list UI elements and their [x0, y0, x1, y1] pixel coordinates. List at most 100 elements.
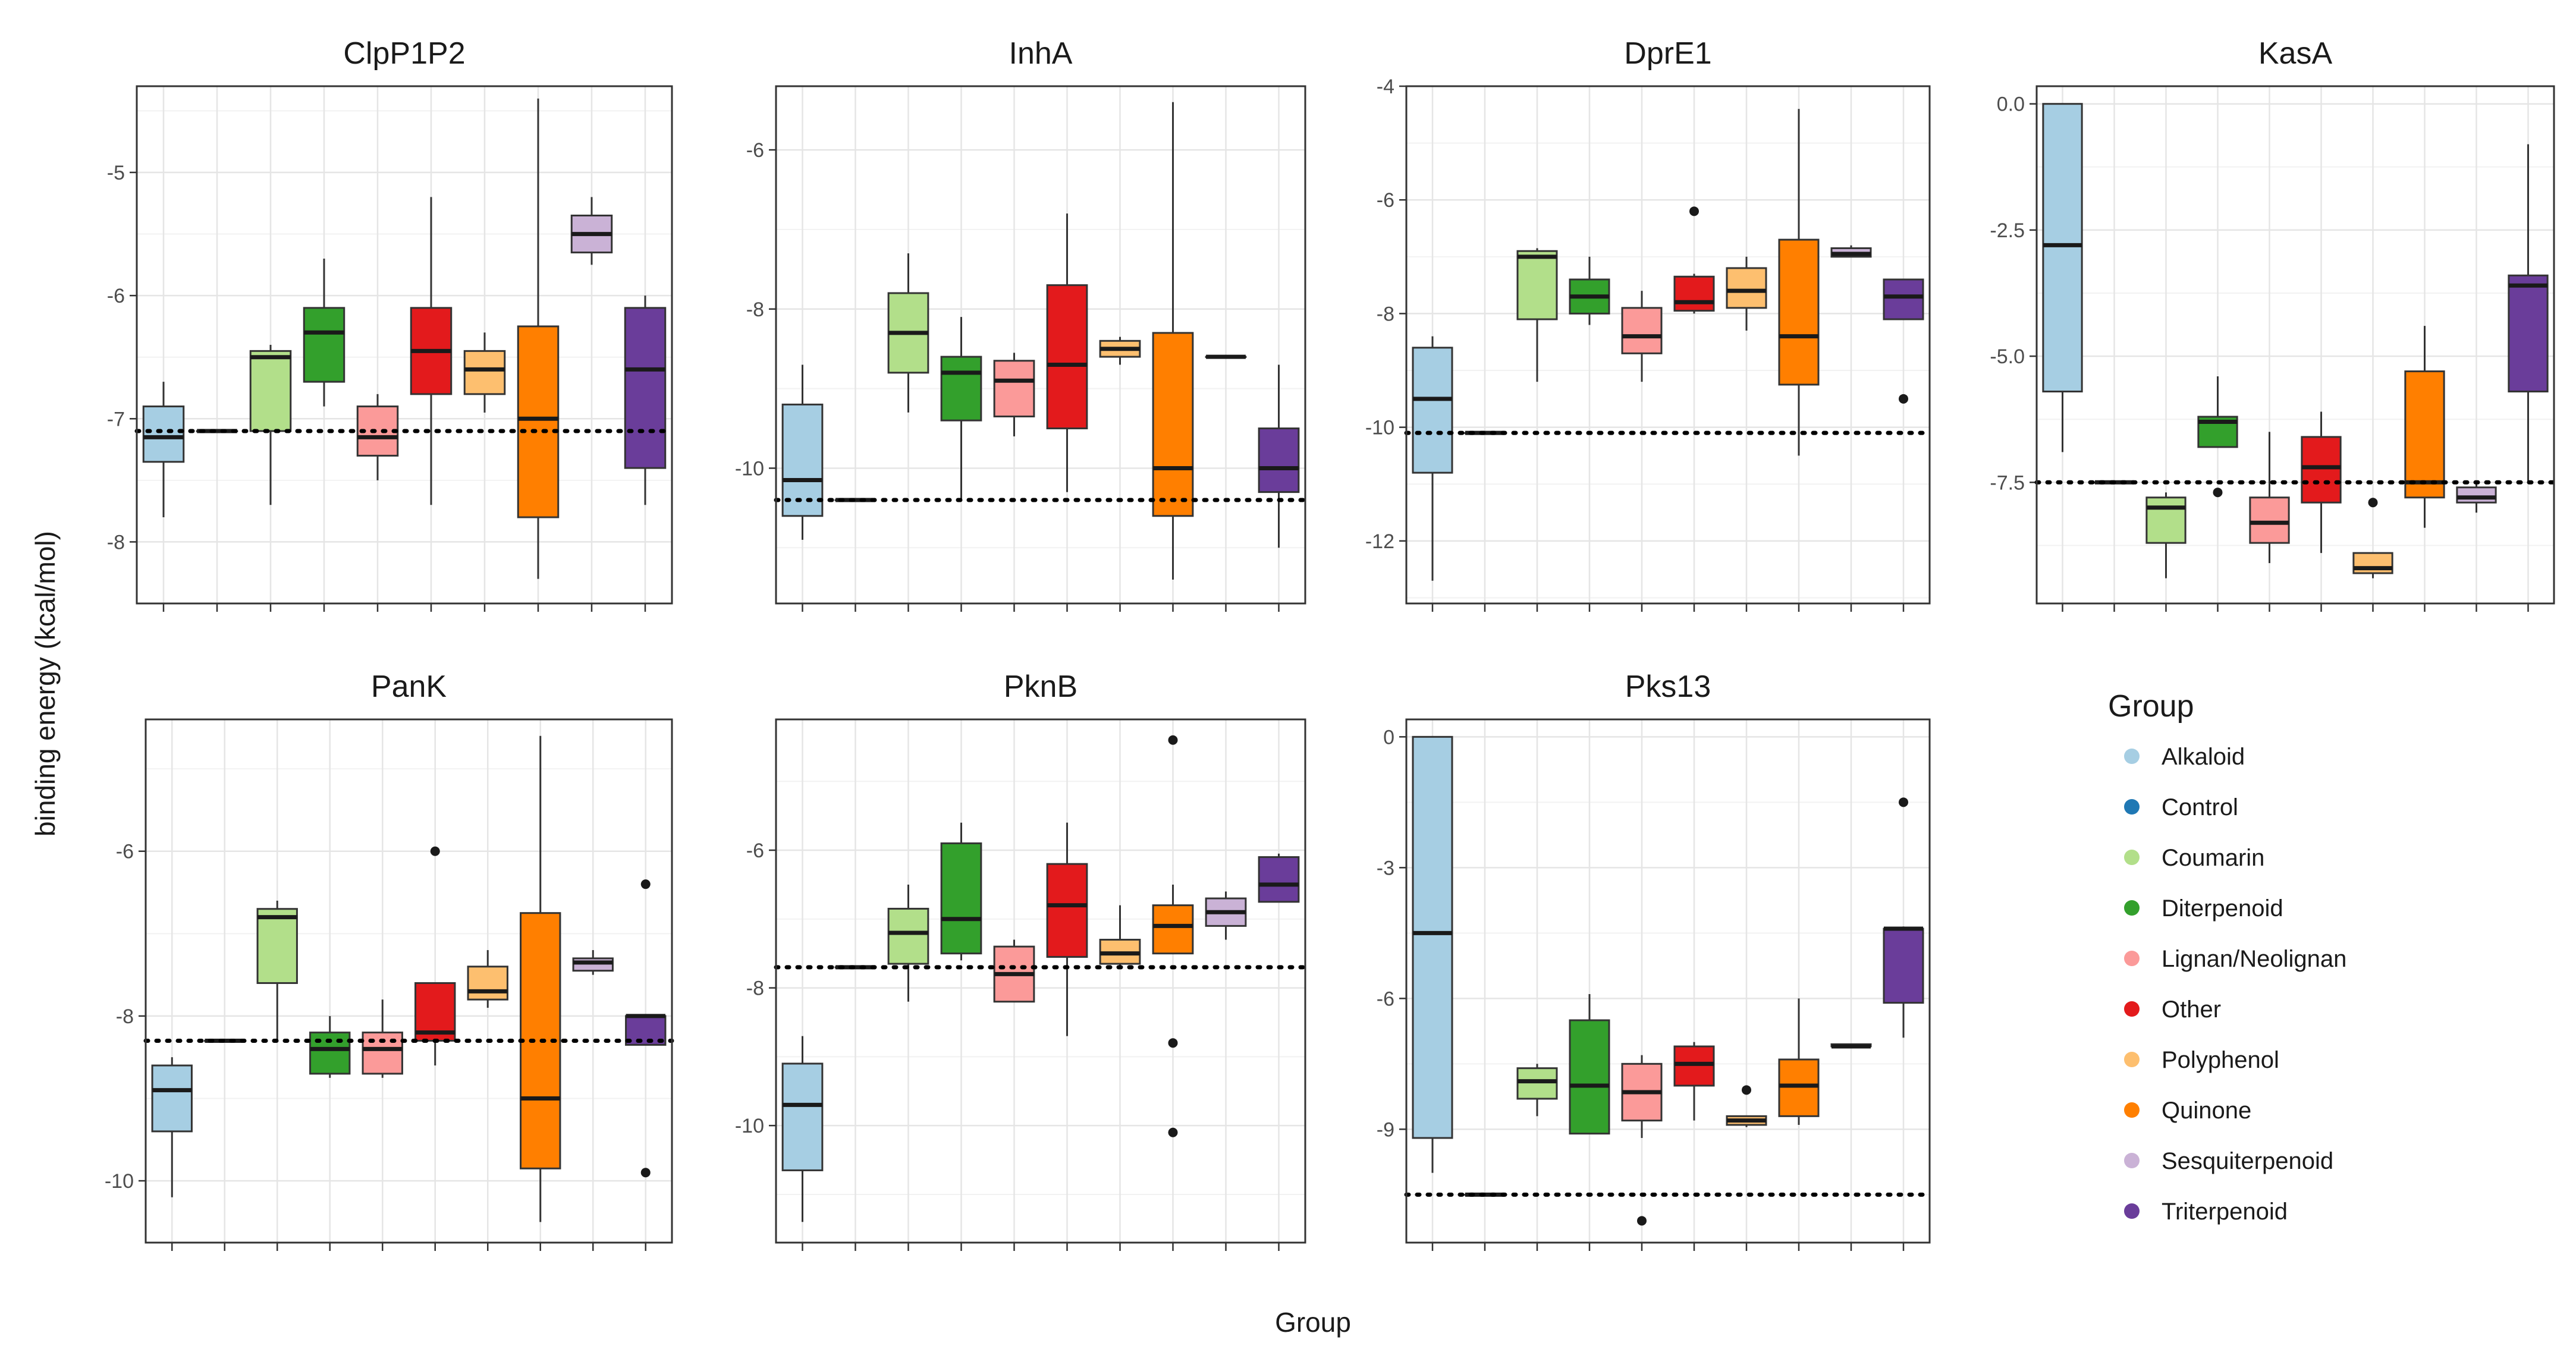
box-quinone: [517, 98, 560, 579]
outlier-point: [2213, 488, 2223, 498]
panel-title: Pks13: [1625, 669, 1711, 704]
box-coumarin: [249, 345, 292, 505]
box-body: [1883, 278, 1924, 320]
box-triterpenoid: [1883, 797, 1924, 1038]
panel-background: [776, 86, 1305, 603]
panel-pks13: 0 -3 -6 -9 Pks13: [1377, 669, 1932, 1251]
box-polyphenol: [2352, 498, 2393, 578]
box-body: [1778, 238, 1820, 386]
y-tick-label: -6: [746, 840, 764, 862]
box-body: [1621, 307, 1663, 354]
box-sesquiterpenoid: [1830, 1043, 1872, 1049]
box-diterpenoid: [303, 259, 345, 407]
box-diterpenoid: [1569, 256, 1610, 325]
legend-item-sesquiterpenoid: Sesquiterpenoid: [2124, 1148, 2333, 1174]
box-body: [1726, 267, 1767, 309]
box-body: [303, 307, 345, 383]
y-tick-label: -6: [1377, 189, 1394, 212]
box-alkaloid: [781, 1036, 824, 1222]
box-body: [781, 403, 824, 517]
outlier-point: [640, 1168, 651, 1178]
legend-swatch: [2124, 799, 2140, 815]
box-sesquiterpenoid: [2456, 482, 2497, 513]
box-body: [1673, 1045, 1715, 1087]
box-coumarin: [1516, 1064, 1558, 1117]
box-sesquiterpenoid: [1205, 891, 1247, 940]
box-body: [517, 325, 560, 518]
legend-swatch: [2124, 1102, 2140, 1118]
y-tick-label: -8: [1377, 303, 1394, 325]
box-alkaloid: [781, 364, 824, 540]
y-tick-label: -9: [1377, 1118, 1394, 1141]
box-body: [1883, 927, 1924, 1004]
y-tick-label: -7: [107, 408, 125, 430]
legend-swatch: [2124, 1203, 2140, 1219]
box-polyphenol: [467, 950, 508, 1008]
outlier-point: [1689, 206, 1699, 216]
y-tick-label: -2.5: [1990, 219, 2025, 242]
panel-title: PknB: [1004, 669, 1077, 704]
box-body: [2145, 496, 2187, 544]
panel-background: [776, 719, 1305, 1243]
box-body: [2456, 486, 2497, 504]
outlier-point: [1168, 1127, 1178, 1137]
box-alkaloid: [2042, 103, 2083, 452]
box-triterpenoid: [1883, 278, 1924, 404]
box-body: [467, 966, 508, 1001]
box-diterpenoid: [940, 317, 982, 500]
box-other: [1046, 213, 1088, 492]
panel-border: [775, 85, 1306, 605]
y-tick-label: -6: [1377, 988, 1394, 1010]
box-diterpenoid: [940, 822, 982, 961]
y-tick-label: -6: [116, 841, 134, 863]
box-body: [1778, 1058, 1820, 1117]
box-coumarin: [1516, 248, 1558, 382]
box-sesquiterpenoid: [572, 950, 614, 975]
outlier-point: [1168, 735, 1178, 745]
y-tick-label: -12: [1365, 530, 1394, 553]
box-body: [1516, 250, 1558, 320]
panel-title: PanK: [371, 669, 447, 704]
box-sesquiterpenoid: [570, 197, 613, 265]
y-tick-label: -7.5: [1990, 471, 2025, 494]
box-body: [151, 1064, 193, 1133]
box-coumarin: [887, 253, 929, 413]
legend-swatch: [2124, 951, 2140, 966]
box-body: [1412, 735, 1453, 1139]
outlier-point: [1168, 1038, 1178, 1048]
panel-background: [1406, 719, 1930, 1243]
box-body: [142, 405, 185, 463]
legend-swatch: [2124, 900, 2140, 916]
box-body: [1673, 275, 1715, 312]
panel-background: [1406, 86, 1930, 603]
y-tick-label: -6: [746, 139, 764, 162]
box-other: [1673, 206, 1715, 314]
box-body: [256, 908, 298, 984]
y-tick-label: -5.0: [1990, 345, 2025, 368]
box-coumarin: [2145, 492, 2187, 578]
legend-label: Polyphenol: [2162, 1047, 2279, 1073]
box-diterpenoid: [2197, 376, 2238, 498]
box-sesquiterpenoid: [1830, 245, 1872, 258]
box-body: [1569, 1019, 1610, 1135]
x-axis-label: Group: [1275, 1307, 1351, 1338]
panel-pknb: -6 -8 -10 PknB: [735, 669, 1308, 1251]
box-triterpenoid: [624, 295, 667, 505]
legend-label: Other: [2162, 996, 2221, 1023]
panel-pank: -6 -8 -10 PanK: [105, 669, 674, 1251]
legend: Group Alkaloid Control Coumarin Diterpenoid…: [2108, 689, 2346, 1225]
legend-label: Quinone: [2162, 1098, 2251, 1124]
box-diterpenoid: [1569, 994, 1610, 1135]
panel-border: [1405, 85, 1931, 605]
legend-item-alkaloid: Alkaloid: [2124, 744, 2245, 770]
box-body: [781, 1062, 824, 1171]
legend-label: Diterpenoid: [2162, 895, 2283, 922]
outlier-point: [1899, 394, 1908, 404]
legend-label: Alkaloid: [2162, 744, 2245, 770]
legend-label: Sesquiterpenoid: [2162, 1148, 2333, 1174]
panel-title: DprE1: [1624, 36, 1711, 71]
box-alkaloid: [1412, 336, 1453, 581]
outlier-point: [640, 879, 651, 889]
panel-border: [144, 718, 673, 1244]
box-body: [2404, 370, 2445, 499]
